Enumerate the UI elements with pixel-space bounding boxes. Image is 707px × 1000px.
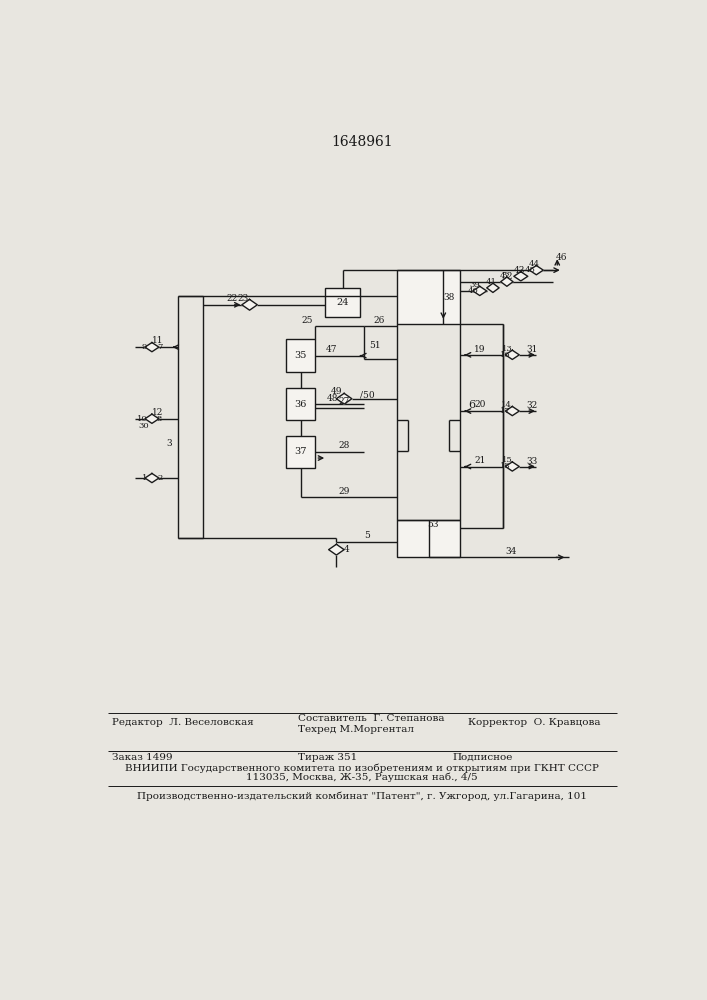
Text: 9: 9 bbox=[141, 343, 147, 351]
Text: ВНИИПИ Государственного комитета по изобретениям и открытиям при ГКНТ СССР: ВНИИПИ Государственного комитета по изоб… bbox=[125, 764, 599, 773]
Text: 53: 53 bbox=[428, 520, 439, 529]
Text: 37: 37 bbox=[295, 447, 307, 456]
Text: 38: 38 bbox=[443, 293, 455, 302]
Text: 15: 15 bbox=[501, 456, 513, 464]
Text: 1648961: 1648961 bbox=[331, 135, 393, 149]
Text: 34: 34 bbox=[505, 547, 516, 556]
Text: 22: 22 bbox=[226, 294, 238, 303]
Text: 30: 30 bbox=[139, 422, 149, 430]
Polygon shape bbox=[145, 473, 159, 483]
Text: 17: 17 bbox=[500, 407, 510, 415]
Text: 21: 21 bbox=[474, 456, 486, 465]
Text: Техред М.Моргентал: Техред М.Моргентал bbox=[298, 725, 414, 734]
Polygon shape bbox=[486, 283, 499, 292]
Bar bbox=[325, 288, 361, 317]
Text: 43: 43 bbox=[513, 266, 525, 275]
Text: 35: 35 bbox=[295, 351, 307, 360]
Text: 4: 4 bbox=[344, 545, 350, 554]
Polygon shape bbox=[506, 406, 519, 416]
Text: 40: 40 bbox=[467, 287, 478, 295]
Text: 42: 42 bbox=[500, 272, 510, 280]
Text: 13: 13 bbox=[501, 345, 513, 353]
Text: 52: 52 bbox=[501, 272, 513, 281]
Text: 14: 14 bbox=[501, 401, 513, 409]
Bar bbox=[286, 436, 315, 468]
Text: 20: 20 bbox=[474, 400, 486, 409]
Text: 3: 3 bbox=[166, 439, 172, 448]
Polygon shape bbox=[506, 350, 519, 359]
Text: 36: 36 bbox=[295, 400, 307, 409]
Text: 27: 27 bbox=[339, 397, 350, 406]
Text: 16: 16 bbox=[500, 351, 510, 359]
Text: 7: 7 bbox=[157, 343, 163, 351]
Bar bbox=[397, 270, 460, 324]
Polygon shape bbox=[145, 414, 159, 423]
Polygon shape bbox=[145, 343, 159, 352]
Text: 29: 29 bbox=[339, 487, 350, 496]
Bar bbox=[286, 339, 315, 372]
Bar bbox=[286, 388, 315, 420]
Text: 18: 18 bbox=[500, 462, 510, 471]
Text: 23: 23 bbox=[238, 294, 249, 303]
Polygon shape bbox=[514, 272, 528, 281]
Text: Редактор  Л. Веселовская: Редактор Л. Веселовская bbox=[112, 718, 253, 727]
Polygon shape bbox=[530, 266, 543, 275]
Text: Заказ 1499: Заказ 1499 bbox=[112, 753, 173, 762]
Text: 2: 2 bbox=[157, 474, 163, 482]
Text: 26: 26 bbox=[373, 316, 385, 325]
Polygon shape bbox=[329, 544, 344, 555]
Text: 47: 47 bbox=[326, 345, 337, 354]
Polygon shape bbox=[242, 299, 257, 310]
Text: 1: 1 bbox=[141, 474, 147, 482]
Text: /50: /50 bbox=[360, 390, 374, 399]
Text: Составитель  Г. Степанова: Составитель Г. Степанова bbox=[298, 714, 444, 723]
Text: 51: 51 bbox=[369, 341, 381, 350]
Text: 48: 48 bbox=[327, 394, 338, 403]
Bar bbox=[397, 520, 460, 557]
Text: 39: 39 bbox=[469, 281, 480, 289]
Text: 8: 8 bbox=[157, 415, 163, 423]
Text: Корректор  О. Кравцова: Корректор О. Кравцова bbox=[468, 718, 601, 727]
Text: 10: 10 bbox=[137, 415, 148, 423]
Polygon shape bbox=[506, 462, 519, 471]
Text: Подписное: Подписное bbox=[452, 753, 513, 762]
Text: 45: 45 bbox=[525, 266, 536, 274]
Text: 6: 6 bbox=[468, 400, 475, 410]
Polygon shape bbox=[473, 286, 486, 296]
Text: 41: 41 bbox=[486, 278, 497, 286]
Text: 113035, Москва, Ж-35, Раушская наб., 4/5: 113035, Москва, Ж-35, Раушская наб., 4/5 bbox=[246, 773, 478, 782]
Text: 44: 44 bbox=[529, 260, 539, 268]
Text: 5: 5 bbox=[364, 531, 370, 540]
Polygon shape bbox=[501, 277, 513, 286]
Text: 25: 25 bbox=[301, 316, 312, 325]
Text: 32: 32 bbox=[526, 401, 537, 410]
Text: 24: 24 bbox=[337, 298, 349, 307]
Text: Производственно-издательский комбинат "Патент", г. Ужгород, ул.Гагарина, 101: Производственно-издательский комбинат "П… bbox=[137, 791, 587, 801]
Text: 31: 31 bbox=[526, 345, 537, 354]
Text: 49: 49 bbox=[331, 387, 342, 396]
Text: 28: 28 bbox=[339, 441, 350, 450]
Text: Тираж 351: Тираж 351 bbox=[298, 753, 357, 762]
Text: 33: 33 bbox=[526, 457, 537, 466]
Text: 19: 19 bbox=[474, 345, 486, 354]
Text: 11: 11 bbox=[153, 336, 164, 345]
Text: 12: 12 bbox=[153, 408, 164, 417]
Polygon shape bbox=[337, 393, 352, 404]
Text: 46: 46 bbox=[556, 253, 567, 262]
